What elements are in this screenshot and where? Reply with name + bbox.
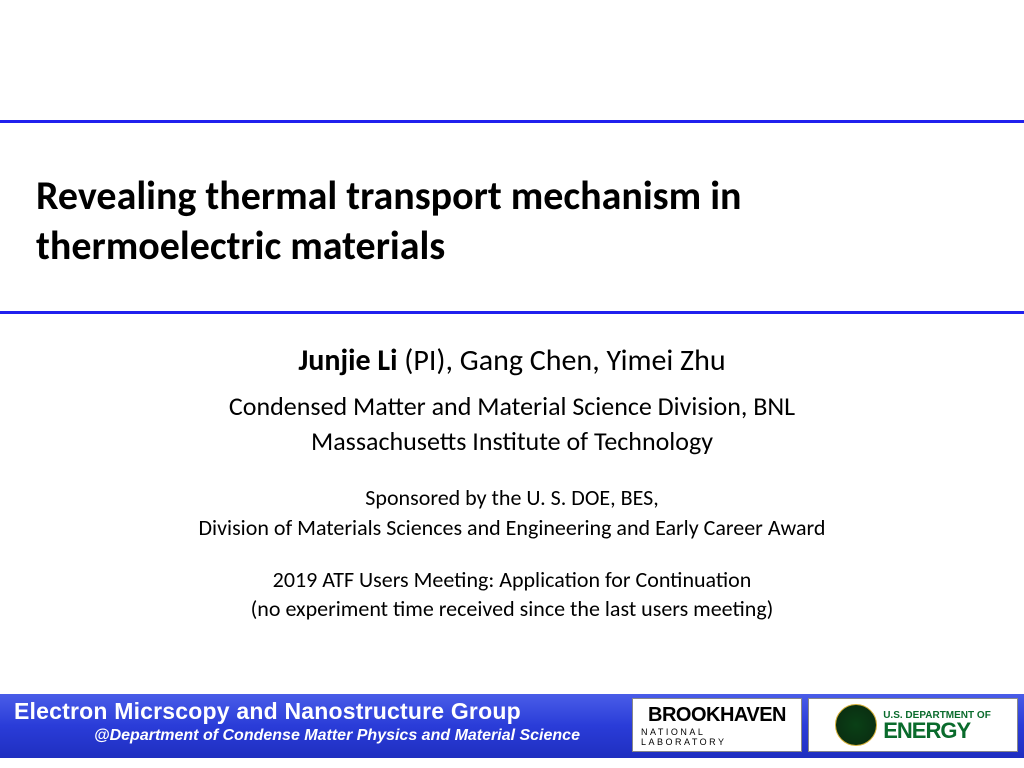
pi-role: (PI),: [397, 342, 459, 379]
slide-title: Revealing thermal transport mechanism in…: [36, 171, 988, 271]
coauthors: Gang Chen, Yimei Zhu: [460, 342, 726, 379]
body-block: Junjie Li (PI), Gang Chen, Yimei Zhu Con…: [0, 314, 1024, 624]
doe-wordmark: ENERGY: [883, 721, 970, 741]
footer-white-strip: [0, 758, 1024, 768]
meeting-text: 2019 ATF Users Meeting: Application for …: [0, 565, 1024, 624]
affiliation-line-2: Massachusetts Institute of Technology: [0, 424, 1024, 459]
footer-left: Electron Micrscopy and Nanostructure Gro…: [14, 698, 580, 745]
group-name: Electron Micrscopy and Nanostructure Gro…: [14, 698, 580, 725]
bnl-logo: BROOKHAVEN NATIONAL LABORATORY: [632, 698, 802, 752]
sponsor-line-2: Division of Materials Sciences and Engin…: [0, 513, 1024, 543]
footer-bar: Electron Micrscopy and Nanostructure Gro…: [0, 694, 1024, 758]
footer-logos: BROOKHAVEN NATIONAL LABORATORY U.S. DEPA…: [632, 698, 1018, 752]
footer: Electron Micrscopy and Nanostructure Gro…: [0, 694, 1024, 768]
pi-name: Junjie Li: [298, 342, 397, 379]
affiliation-line-1: Condensed Matter and Material Science Di…: [0, 389, 1024, 424]
sponsor-line-1: Sponsored by the U. S. DOE, BES,: [0, 483, 1024, 513]
bnl-wordmark: BROOKHAVEN: [648, 704, 786, 727]
bnl-subtitle: NATIONAL LABORATORY: [641, 727, 793, 747]
authors-line: Junjie Li (PI), Gang Chen, Yimei Zhu: [0, 342, 1024, 379]
doe-seal-icon: [835, 704, 877, 746]
department-line: @Department of Condense Matter Physics a…: [14, 727, 580, 745]
top-spacer: [0, 0, 1024, 120]
sponsor-text: Sponsored by the U. S. DOE, BES, Divisio…: [0, 483, 1024, 542]
meeting-line-2: (no experiment time received since the l…: [0, 594, 1024, 624]
meeting-line-1: 2019 ATF Users Meeting: Application for …: [0, 565, 1024, 595]
title-block: Revealing thermal transport mechanism in…: [0, 123, 1024, 311]
affiliation: Condensed Matter and Material Science Di…: [0, 389, 1024, 459]
slide: Revealing thermal transport mechanism in…: [0, 0, 1024, 768]
doe-logo: U.S. DEPARTMENT OF ENERGY: [808, 698, 1018, 752]
doe-text: U.S. DEPARTMENT OF ENERGY: [883, 710, 991, 741]
